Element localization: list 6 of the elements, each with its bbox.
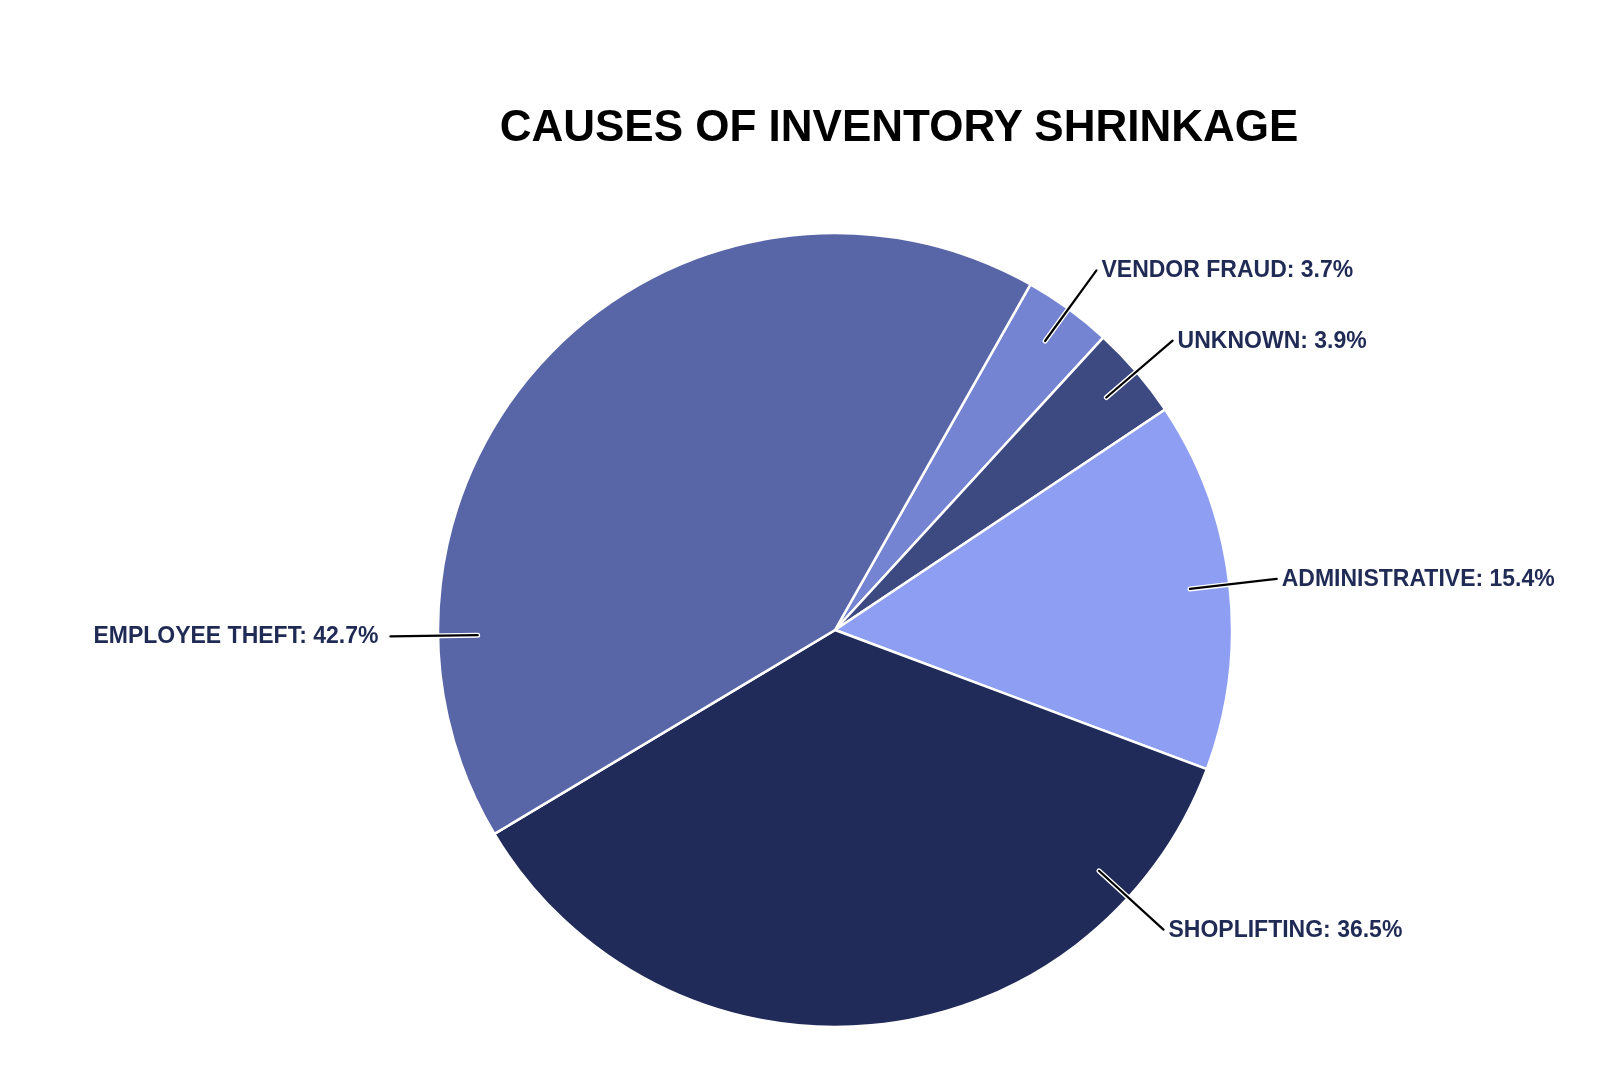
slice-label: ADMINISTRATIVE: 15.4% bbox=[1281, 564, 1555, 591]
chart-title: CAUSES OF INVENTORY SHRINKAGE bbox=[499, 101, 1299, 150]
slice-label: VENDOR FRAUD: 3.7% bbox=[1101, 256, 1354, 283]
slice-label: UNKNOWN: 3.9% bbox=[1177, 326, 1367, 353]
slice-label: SHOPLIFTING: 36.5% bbox=[1168, 915, 1403, 942]
slice-label: EMPLOYEE THEFT: 42.7% bbox=[93, 622, 379, 649]
